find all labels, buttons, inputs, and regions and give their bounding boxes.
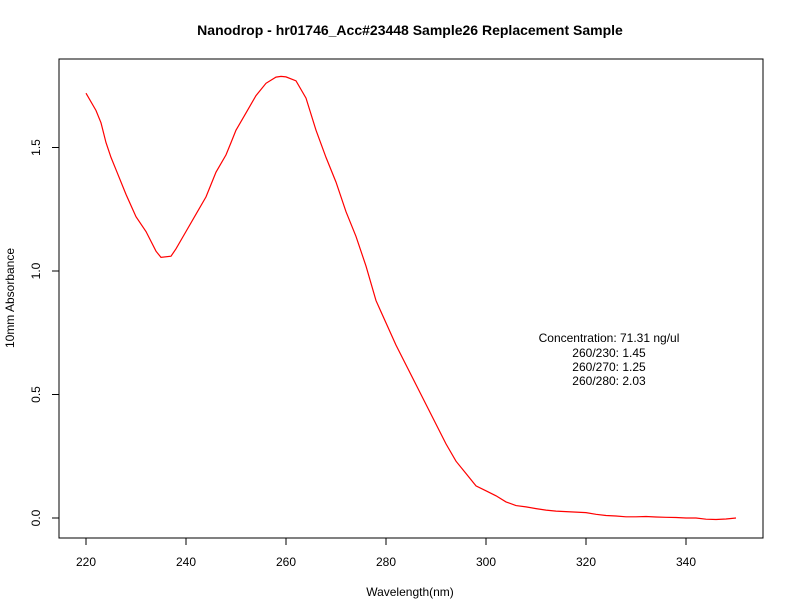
annotation-ratio-260-230: 260/230: 1.45	[572, 346, 646, 360]
x-tick-label: 300	[476, 555, 496, 569]
x-tick-label: 320	[576, 555, 596, 569]
x-tick-label: 260	[276, 555, 296, 569]
y-tick-label: 0.0	[29, 509, 43, 526]
absorbance-line	[85, 75, 737, 521]
x-axis: 220 240 260 280 300 320 340	[76, 537, 696, 569]
x-tick-label: 240	[176, 555, 196, 569]
y-tick-label: 0.5	[29, 386, 43, 403]
x-tick-label: 280	[376, 555, 396, 569]
y-tick-label: 1.0	[29, 262, 43, 279]
x-axis-label: Wavelength(nm)	[366, 585, 454, 599]
y-axis-label: 10mm Absorbance	[3, 248, 17, 348]
x-tick-label: 340	[676, 555, 696, 569]
y-axis: 0.0 0.5 1.0 1.5	[29, 139, 60, 526]
y-tick-label: 1.5	[29, 139, 43, 156]
plot-frame	[58, 58, 764, 539]
x-tick-label: 220	[76, 555, 96, 569]
annotation-concentration: Concentration: 71.31 ng/ul	[539, 331, 680, 345]
annotation-ratio-260-280: 260/280: 2.03	[572, 374, 646, 388]
annotation-ratio-260-270: 260/270: 1.25	[572, 360, 646, 374]
chart-title: Nanodrop - hr01746_Acc#23448 Sample26 Re…	[197, 22, 623, 38]
